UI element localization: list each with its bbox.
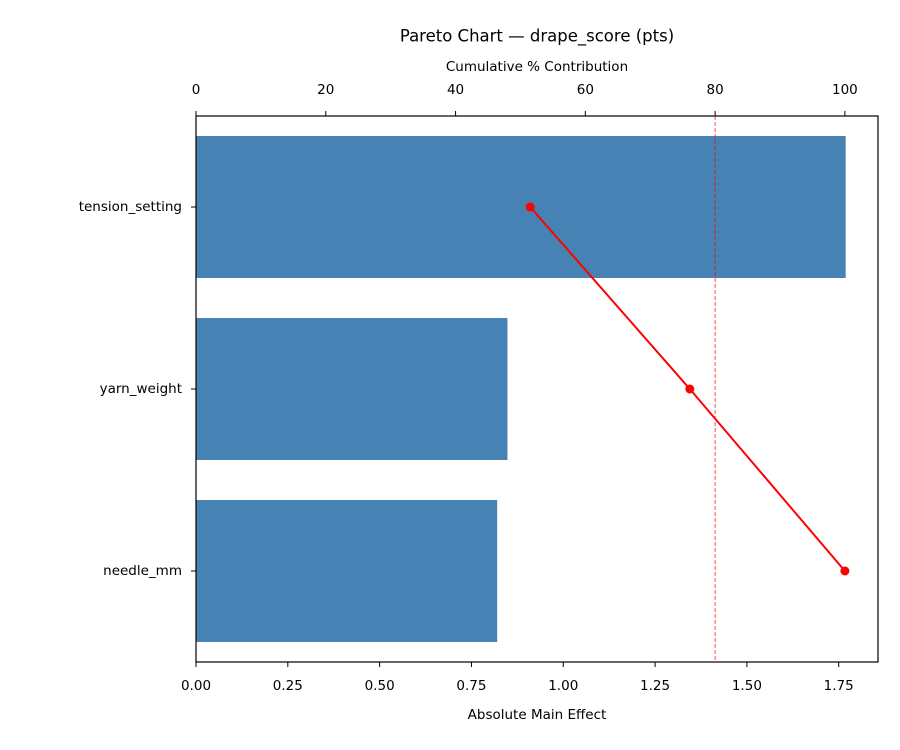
x-tick-label: 1.75 — [824, 678, 854, 694]
x2-tick-label: 40 — [447, 82, 464, 98]
bar — [196, 136, 846, 278]
x2-tick-label: 80 — [707, 82, 724, 98]
bar — [196, 500, 498, 642]
x2-tick-label: 20 — [317, 82, 334, 98]
x-tick-label: 1.25 — [640, 678, 670, 694]
x-tick-label: 0.25 — [273, 678, 303, 694]
y-tick-label: tension_setting — [79, 199, 182, 215]
cumulative-marker — [525, 202, 535, 212]
cumulative-marker — [840, 566, 850, 576]
y-tick-label: needle_mm — [103, 563, 182, 579]
x2-tick-label: 60 — [577, 82, 594, 98]
x-tick-label: 1.00 — [548, 678, 578, 694]
x-tick-label: 0.50 — [365, 678, 395, 694]
cumulative-marker — [685, 384, 695, 394]
y-tick-label: yarn_weight — [100, 381, 182, 397]
x2-axis-label: Cumulative % Contribution — [446, 59, 628, 75]
bar — [196, 318, 508, 460]
x2-tick-label: 100 — [832, 82, 858, 98]
chart-title: Pareto Chart — drape_score (pts) — [400, 27, 674, 47]
x-tick-label: 0.00 — [181, 678, 211, 694]
x-tick-label: 0.75 — [456, 678, 486, 694]
x-axis-label: Absolute Main Effect — [468, 707, 607, 723]
x-tick-label: 1.50 — [732, 678, 762, 694]
x2-tick-label: 0 — [192, 82, 201, 98]
